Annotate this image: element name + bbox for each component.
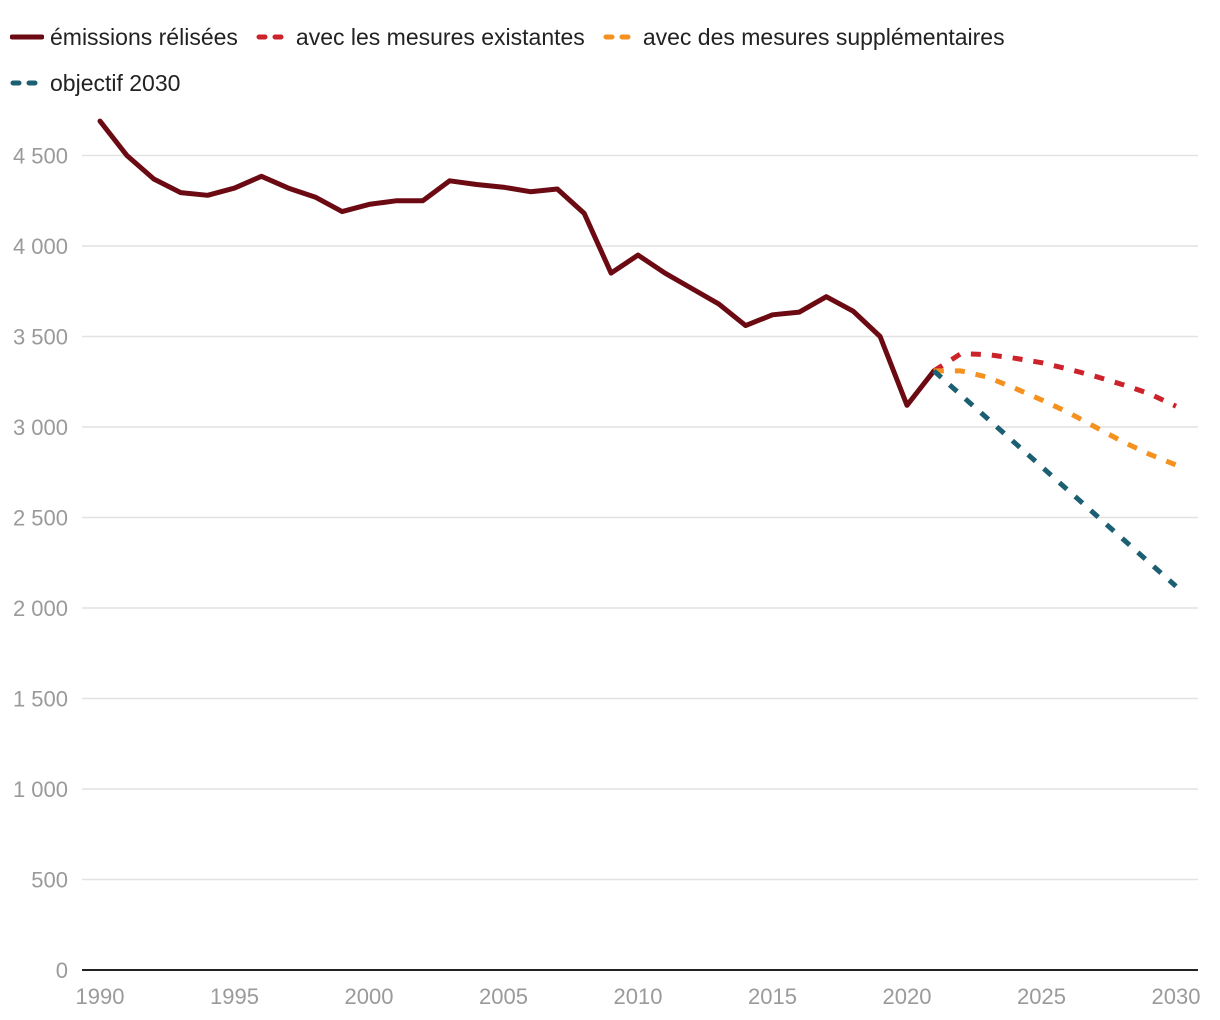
legend-label-emissions: émissions rélisées (50, 23, 238, 50)
series-line-emissions (97, 118, 937, 408)
x-tick-label: 2025 (1017, 984, 1066, 1009)
x-tick-label: 1995 (210, 984, 259, 1009)
x-tick-label: 2000 (345, 984, 394, 1009)
legend-item-existing-measures: avec les mesures existantes (256, 24, 585, 51)
legend-label-additional-measures: avec des mesures supplémentaires (642, 23, 1005, 50)
y-tick-label: 3 000 (13, 415, 68, 440)
legend-item-emissions: émissions rélisées (10, 24, 238, 51)
y-tick-label: 500 (31, 868, 68, 893)
x-tick-label: 1990 (76, 984, 125, 1009)
series-line-existing-measures (932, 351, 1178, 409)
x-tick-label: 2005 (479, 984, 528, 1009)
y-tick-label: 4 500 (13, 144, 68, 169)
x-tick-label: 2015 (748, 984, 797, 1009)
x-tick-label: 2030 (1152, 984, 1201, 1009)
x-tick-label: 2020 (883, 984, 932, 1009)
legend-swatch-target-2030 (10, 80, 44, 86)
legend-row-2: objectif 2030 (10, 60, 1210, 106)
y-tick-label: 1 000 (13, 777, 68, 802)
legend-swatch-existing-measures (256, 34, 290, 40)
y-tick-label: 3 500 (13, 325, 68, 350)
legend-row-1: émissions rélisées avec les mesures exis… (10, 14, 1210, 60)
legend-swatch-emissions (10, 34, 44, 40)
y-tick-label: 0 (56, 958, 68, 983)
legend: émissions rélisées avec les mesures exis… (10, 14, 1210, 106)
x-tick-label: 2010 (614, 984, 663, 1009)
y-tick-label: 1 500 (13, 687, 68, 712)
series-line-target-2030 (932, 369, 1178, 589)
legend-label-existing-measures: avec les mesures existantes (295, 23, 585, 50)
legend-item-target-2030: objectif 2030 (10, 70, 180, 97)
y-tick-label: 2 500 (13, 506, 68, 531)
y-tick-label: 4 000 (13, 234, 68, 259)
series-line-additional-measures (933, 368, 1177, 468)
legend-swatch-additional-measures (603, 34, 637, 40)
legend-item-additional-measures: avec des mesures supplémentaires (603, 24, 1005, 51)
y-tick-label: 2 000 (13, 596, 68, 621)
legend-label-target-2030: objectif 2030 (50, 69, 181, 96)
